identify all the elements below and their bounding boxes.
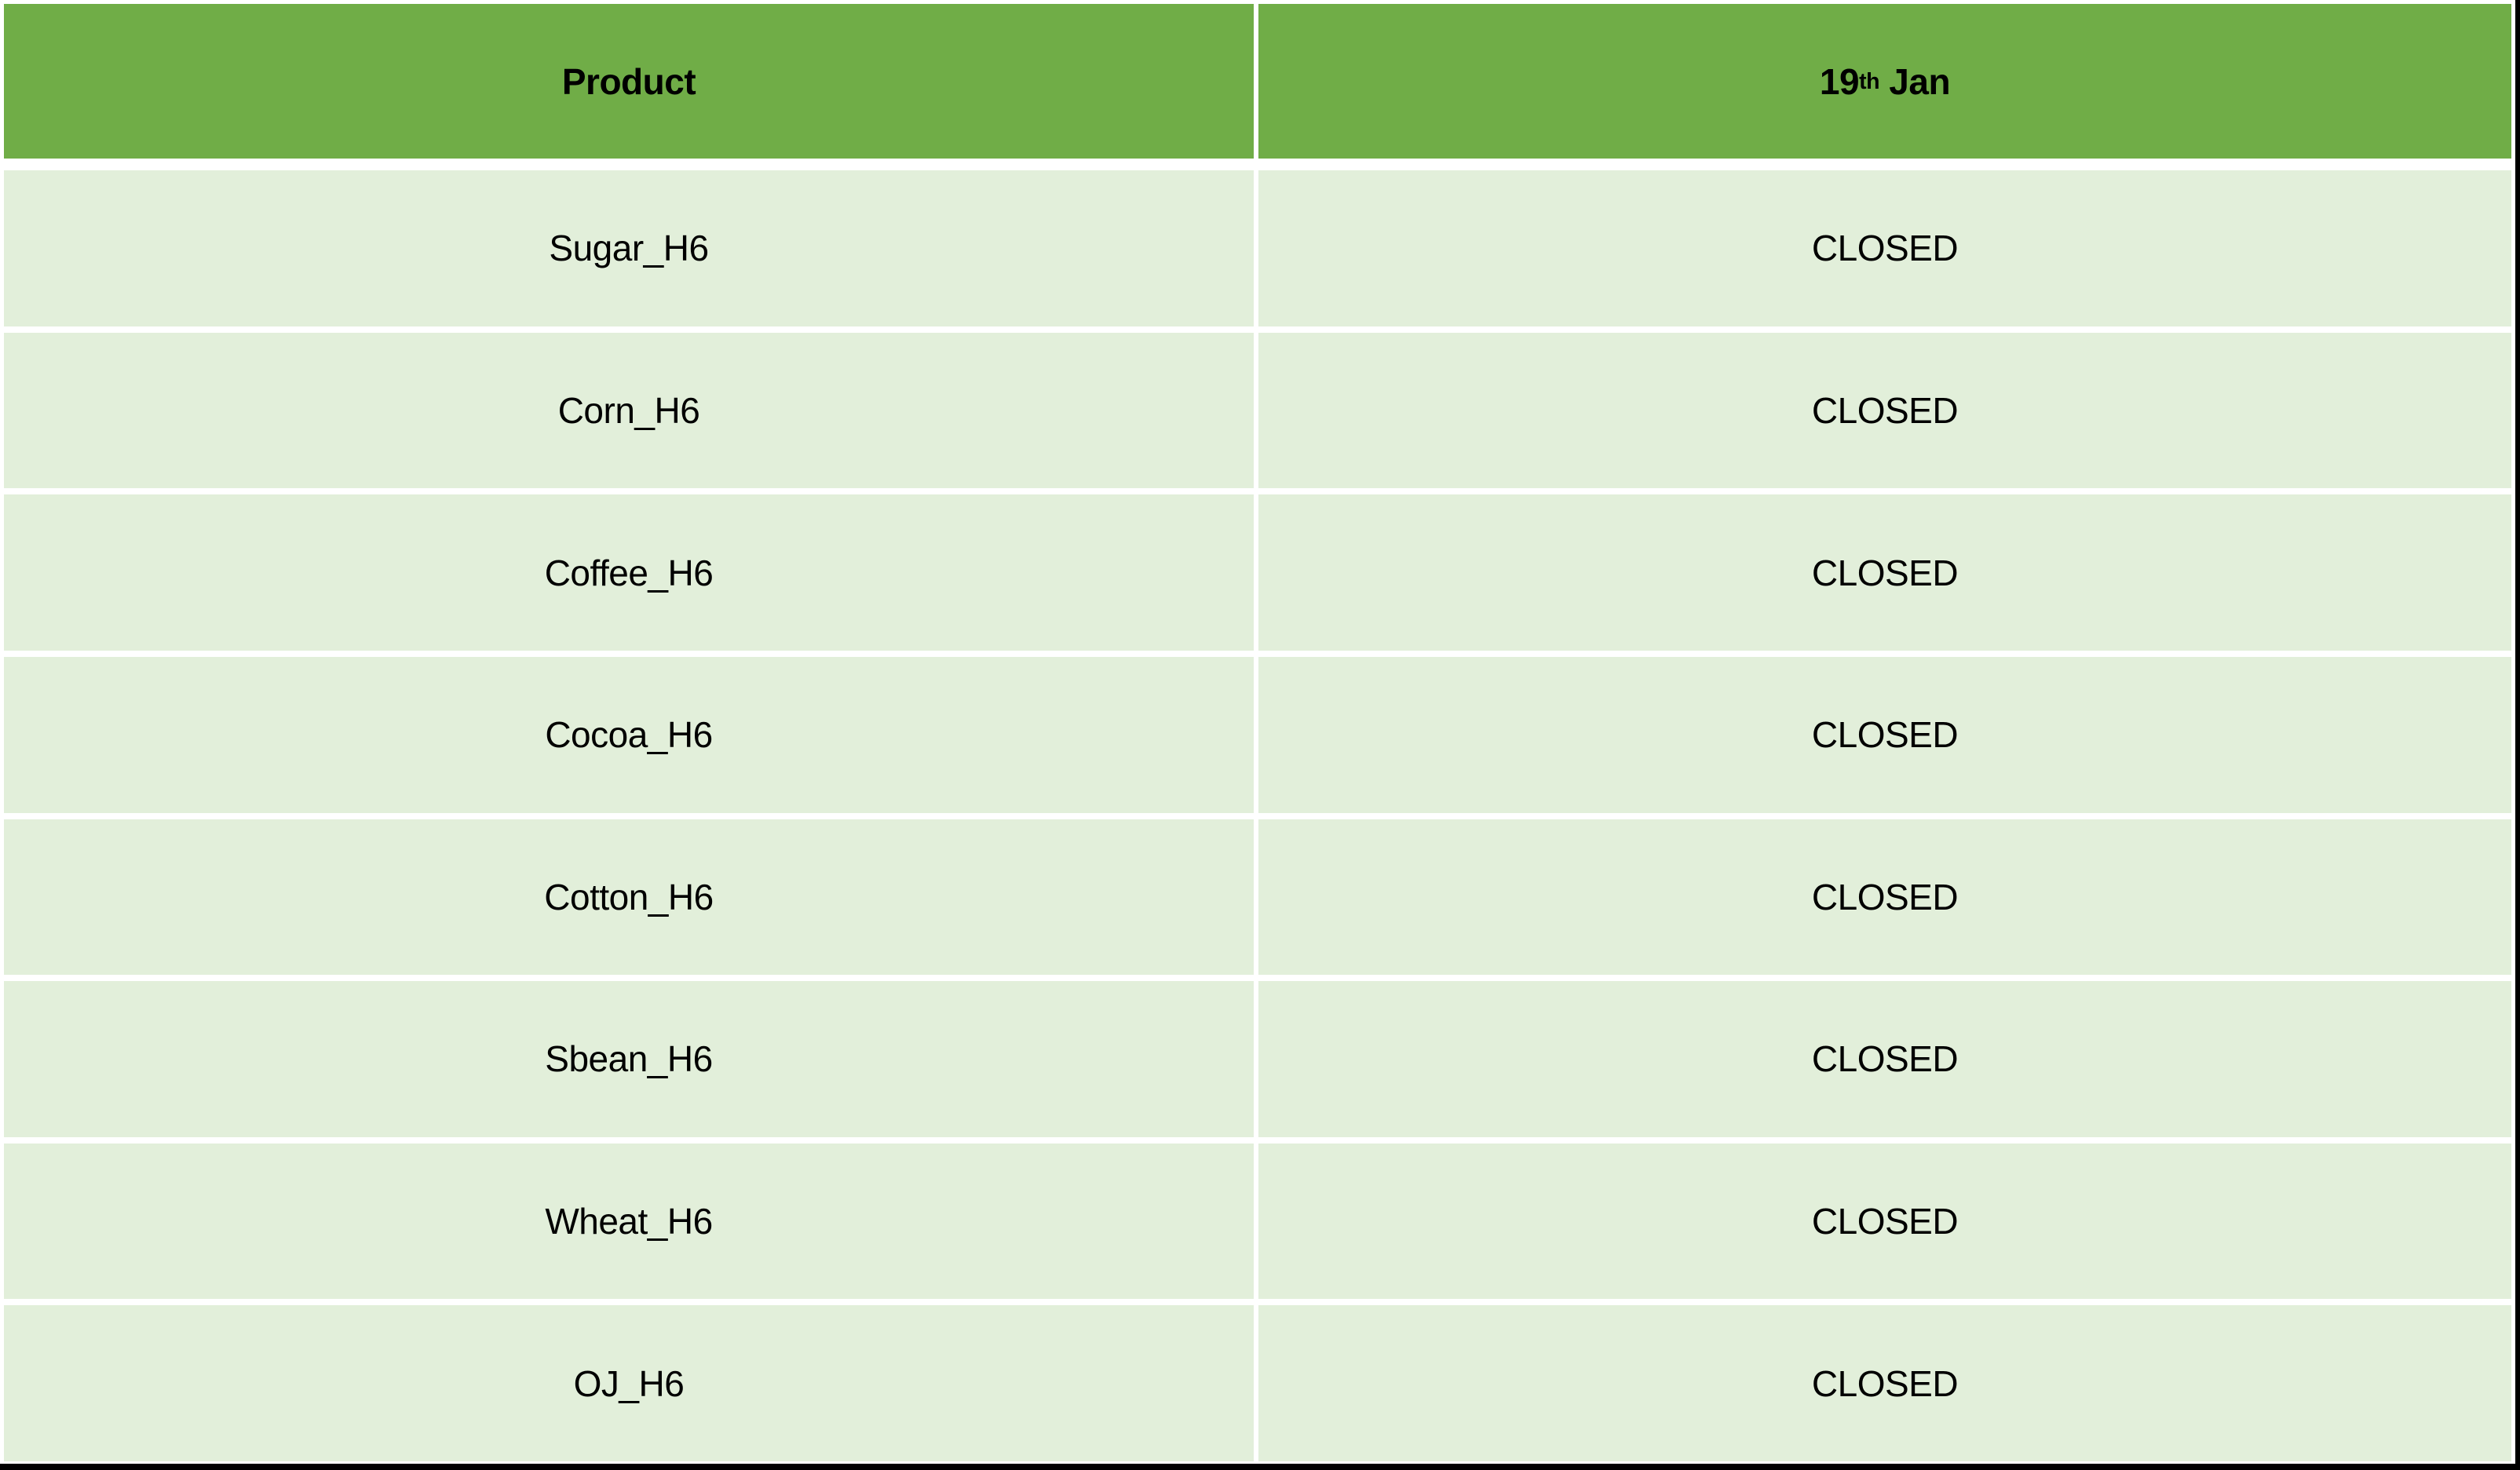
header-date-month: Jan — [1879, 60, 1951, 102]
product-cell: Sbean_H6 — [4, 981, 1254, 1137]
table-row: Wheat_H6 CLOSED — [4, 1143, 2511, 1300]
header-date-day: 19 — [1819, 60, 1860, 102]
product-label: Coffee_H6 — [544, 552, 714, 593]
status-label: CLOSED — [1811, 389, 1959, 431]
table-row: Sugar_H6 CLOSED — [4, 170, 2511, 326]
status-cell: CLOSED — [1258, 819, 2511, 976]
product-label: OJ_H6 — [573, 1362, 685, 1404]
status-cell: CLOSED — [1258, 1305, 2511, 1461]
product-label: Cocoa_H6 — [545, 714, 713, 756]
product-label: Cotton_H6 — [544, 876, 714, 917]
table-row: Coffee_H6 CLOSED — [4, 494, 2511, 651]
status-label: CLOSED — [1811, 1362, 1959, 1404]
status-label: CLOSED — [1811, 552, 1959, 593]
product-label: Sugar_H6 — [549, 228, 709, 269]
table-row: OJ_H6 CLOSED — [4, 1305, 2511, 1461]
status-cell: CLOSED — [1258, 494, 2511, 651]
product-label: Sbean_H6 — [545, 1038, 713, 1080]
product-cell: Sugar_H6 — [4, 170, 1254, 326]
product-label: Corn_H6 — [557, 389, 700, 431]
status-label: CLOSED — [1811, 1201, 1959, 1242]
product-cell: Cocoa_H6 — [4, 656, 1254, 813]
status-label: CLOSED — [1811, 1038, 1959, 1080]
product-cell: Wheat_H6 — [4, 1143, 1254, 1300]
table-row: Corn_H6 CLOSED — [4, 332, 2511, 489]
table-row: Sbean_H6 CLOSED — [4, 981, 2511, 1137]
table-body: Sugar_H6 CLOSED Corn_H6 CLOSED Coffee_H6… — [4, 170, 2511, 1461]
table-row: Cotton_H6 CLOSED — [4, 819, 2511, 976]
product-label: Wheat_H6 — [545, 1201, 713, 1242]
status-label: CLOSED — [1811, 228, 1959, 269]
product-cell: Coffee_H6 — [4, 494, 1254, 651]
status-cell: CLOSED — [1258, 170, 2511, 326]
product-cell: Corn_H6 — [4, 332, 1254, 489]
status-cell: CLOSED — [1258, 332, 2511, 489]
product-cell: OJ_H6 — [4, 1305, 1254, 1461]
product-cell: Cotton_H6 — [4, 819, 1254, 976]
status-label: CLOSED — [1811, 714, 1959, 756]
status-cell: CLOSED — [1258, 656, 2511, 813]
status-cell: CLOSED — [1258, 981, 2511, 1137]
status-label: CLOSED — [1811, 876, 1959, 917]
header-cell-product: Product — [4, 4, 1254, 159]
header-product-label: Product — [561, 60, 696, 102]
status-cell: CLOSED — [1258, 1143, 2511, 1300]
table-row: Cocoa_H6 CLOSED — [4, 656, 2511, 813]
